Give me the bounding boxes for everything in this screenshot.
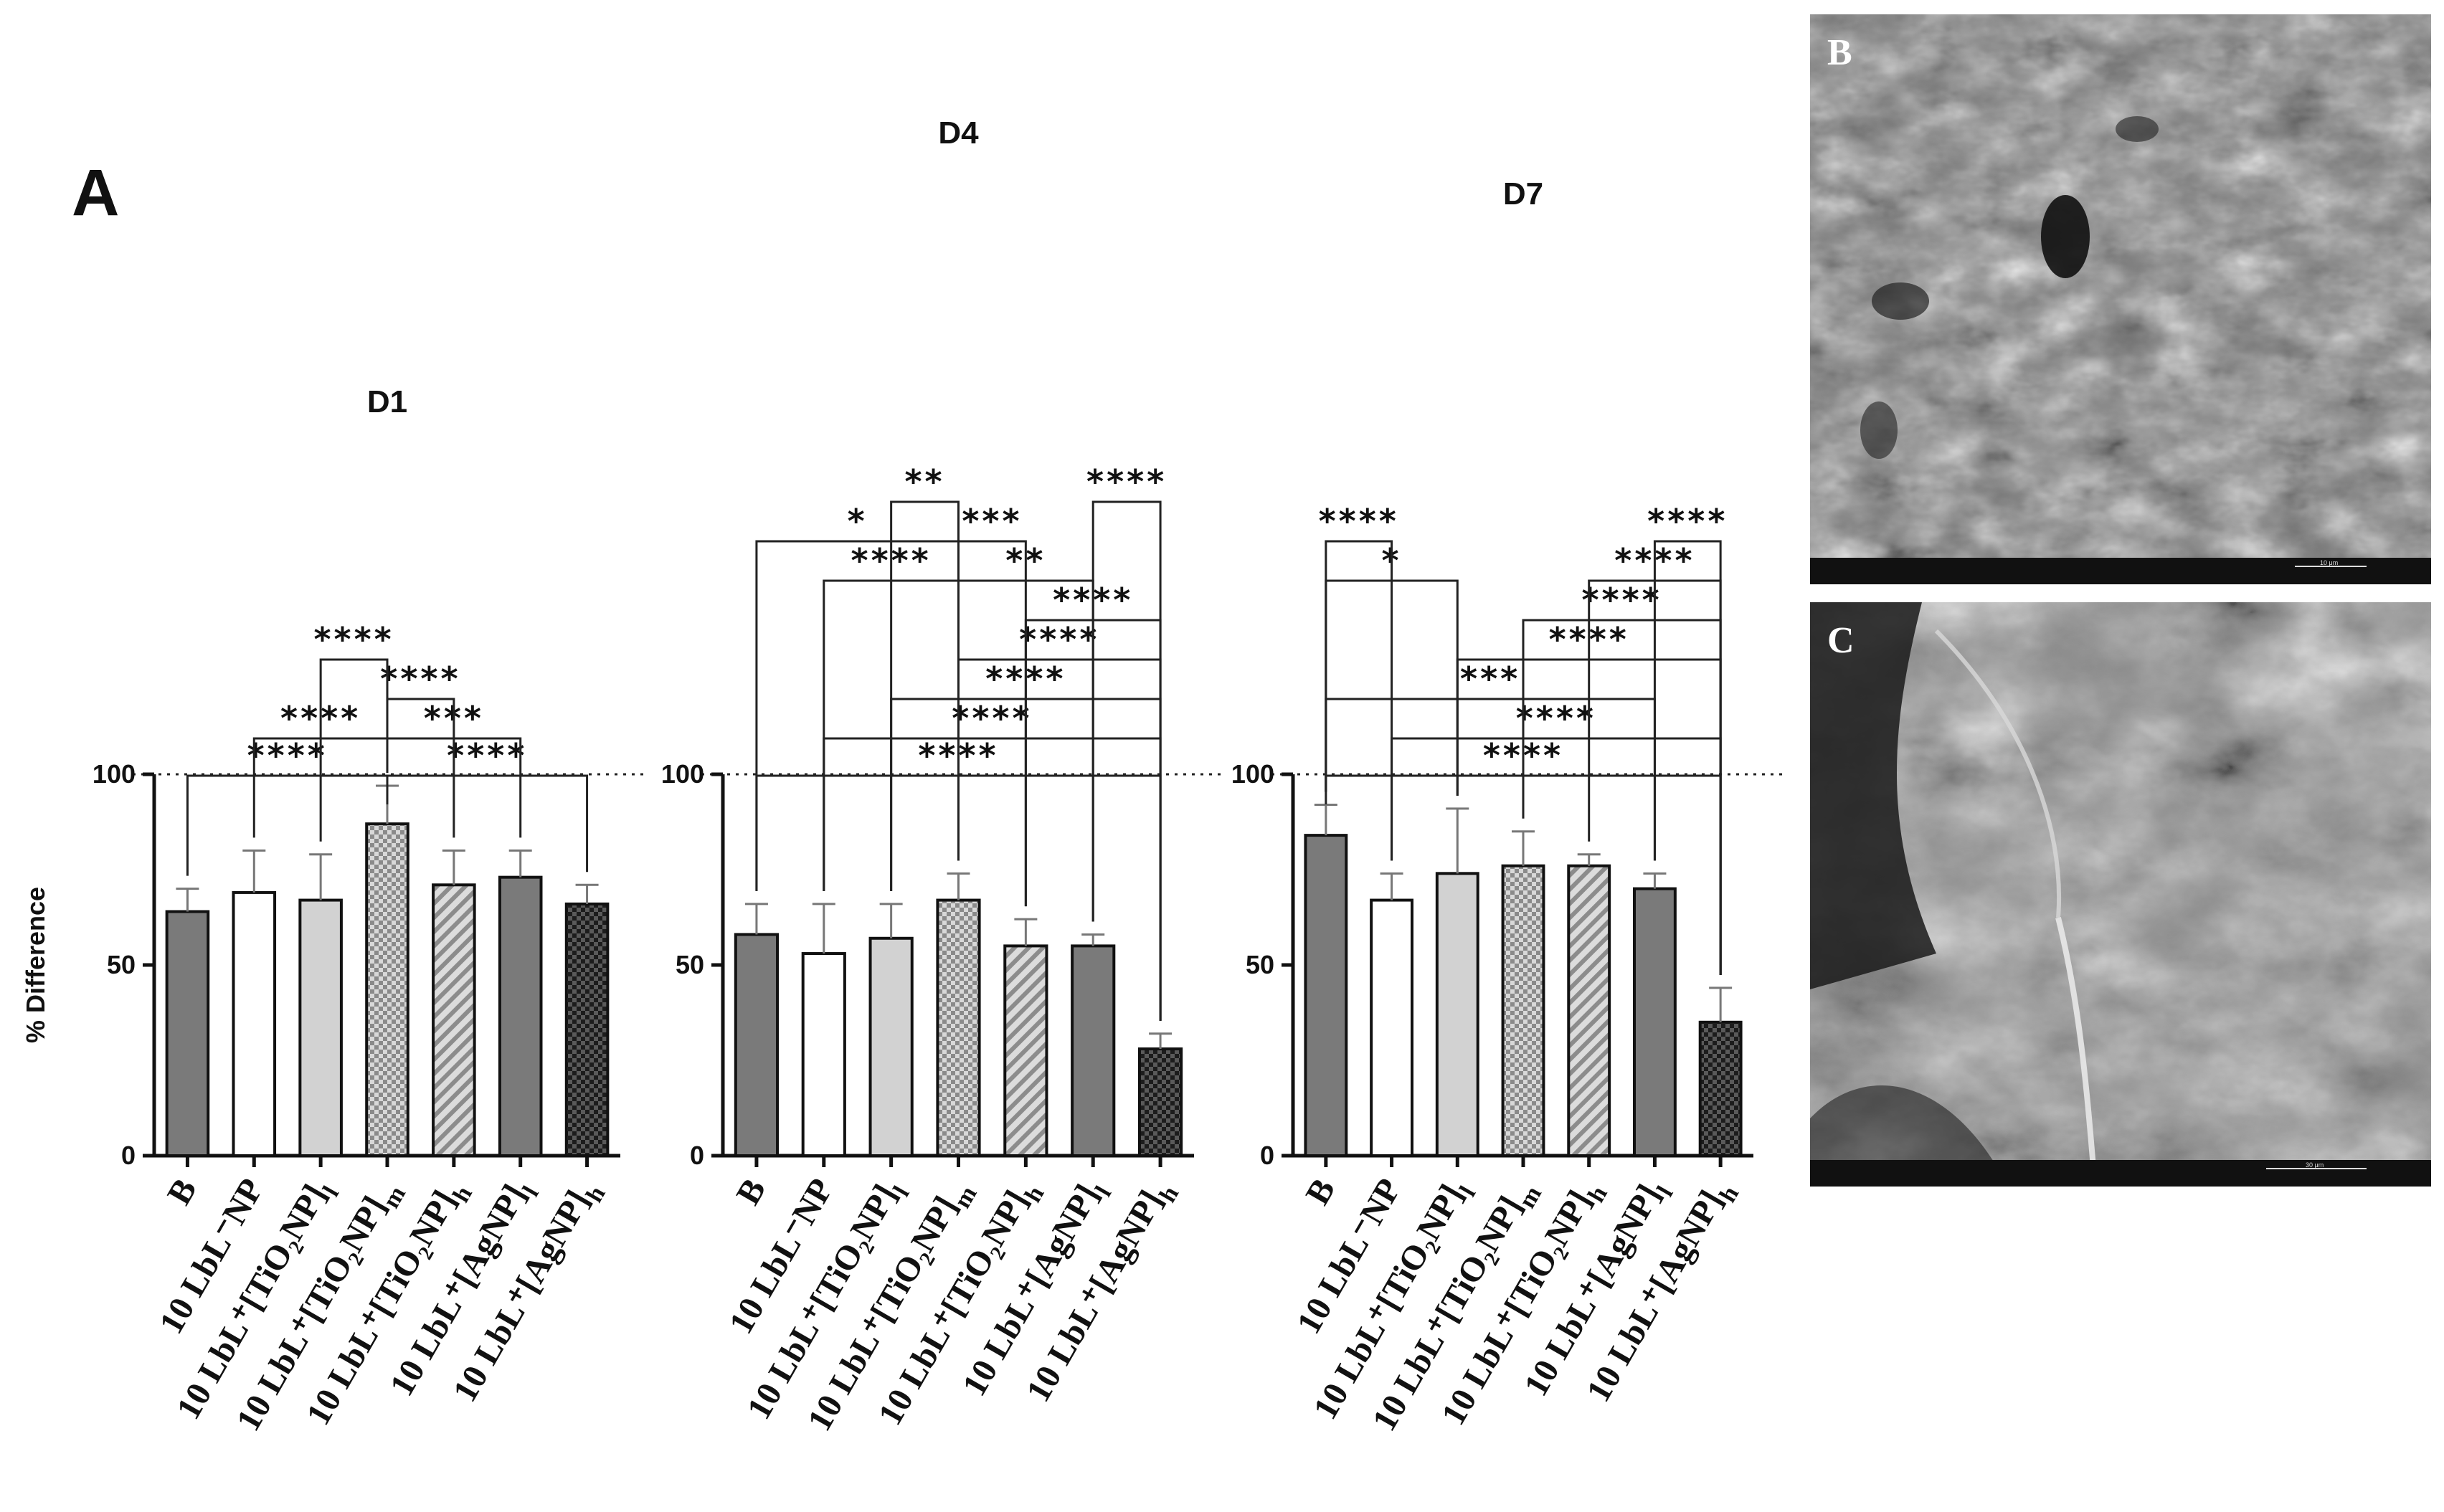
bar (365, 822, 409, 1158)
sem-pore (2041, 195, 2090, 278)
significance-label: **** (1647, 502, 1728, 541)
significance-label: * (1382, 541, 1402, 580)
x-tick-label: B (1298, 1172, 1342, 1211)
bar (165, 910, 210, 1158)
bar (1501, 864, 1545, 1158)
significance-label: **** (1319, 502, 1399, 541)
significance-bracket (1522, 619, 1722, 975)
significance-bracket (319, 658, 389, 842)
significance-label: **** (1549, 620, 1629, 659)
y-tick-label: 0 (690, 1141, 704, 1170)
bar (1137, 1047, 1183, 1158)
bar (1370, 898, 1414, 1158)
significance-bracket (1091, 500, 1162, 1021)
bar (1304, 834, 1348, 1157)
significance-bracket (755, 540, 960, 891)
y-tick-label: 0 (1260, 1141, 1274, 1170)
sem-label-b: B (1827, 32, 1852, 73)
significance-label: **** (1019, 620, 1099, 659)
y-tick-label: 50 (1246, 950, 1274, 979)
significance-label: **** (1053, 581, 1133, 619)
significance-label: **** (851, 541, 932, 580)
sem-image-c: 30 μm C (1810, 602, 2431, 1187)
sem-image-b: 10 μm B (1810, 14, 2431, 584)
bar (1003, 944, 1048, 1158)
significance-label: **** (1086, 462, 1167, 501)
y-tick-label: 0 (121, 1141, 136, 1170)
bar (1632, 887, 1677, 1157)
bar (298, 898, 343, 1158)
bar (1698, 1020, 1743, 1158)
y-tick-label: 100 (1231, 759, 1274, 789)
y-tick-label: 50 (107, 950, 136, 979)
y-axis-label: % Difference (21, 887, 50, 1043)
sem-fiber (1934, 629, 2061, 918)
significance-label: ** (905, 462, 945, 501)
bar (868, 936, 914, 1157)
sem-fiber (2055, 917, 2097, 1176)
sem-pore (2116, 116, 2159, 142)
sem-info-bar (1810, 558, 2431, 584)
significance-bracket (386, 774, 589, 873)
sem-pore (1860, 401, 1898, 459)
significance-label: ** (1005, 541, 1046, 580)
sem-pore (1872, 282, 1929, 320)
sem-dark-region (1810, 602, 1936, 989)
significance-bracket (1325, 698, 1656, 861)
chart-title: D1 (367, 384, 407, 419)
significance-label: **** (1614, 541, 1695, 580)
y-tick-label: 50 (676, 950, 704, 979)
bar (936, 898, 981, 1158)
x-tick-label: B (729, 1172, 774, 1211)
bar (1435, 872, 1479, 1157)
bar (1567, 864, 1611, 1158)
bar (498, 875, 543, 1157)
bar (564, 902, 610, 1157)
chart-title: D7 (1503, 176, 1543, 211)
significance-label: **** (1483, 736, 1563, 775)
x-tick-label: B (160, 1172, 204, 1211)
significance-label: *** (962, 502, 1022, 541)
significance-label: **** (952, 699, 1032, 738)
bar (801, 952, 846, 1158)
significance-label: **** (1516, 699, 1596, 738)
significance-label: **** (985, 660, 1066, 698)
significance-label: **** (447, 736, 527, 775)
significance-label: *** (424, 699, 484, 738)
significance-label: *** (1460, 660, 1520, 698)
significance-bracket (1653, 540, 1722, 975)
significance-label: **** (380, 660, 460, 698)
bar (232, 890, 277, 1158)
significance-bracket (1325, 540, 1393, 861)
significance-bracket (890, 500, 960, 891)
panel-a-label: A (72, 156, 119, 229)
chart-title: D4 (938, 115, 979, 151)
scale-bar-text: 30 μm (2306, 1161, 2324, 1169)
bar (432, 883, 476, 1158)
significance-label: **** (313, 620, 394, 659)
sem-info-bar (1810, 1160, 2431, 1187)
significance-label: **** (1581, 581, 1662, 619)
significance-bracket (186, 774, 389, 876)
bar (1071, 944, 1116, 1158)
significance-label: **** (280, 699, 361, 738)
bar (734, 933, 780, 1157)
significance-label: **** (247, 736, 328, 775)
sem-label-c: C (1827, 620, 1855, 661)
significance-label: * (848, 502, 868, 541)
scale-bar-text: 10 μm (2320, 559, 2338, 566)
y-tick-label: 100 (93, 759, 136, 789)
y-tick-label: 100 (661, 759, 704, 789)
significance-label: **** (918, 736, 998, 775)
